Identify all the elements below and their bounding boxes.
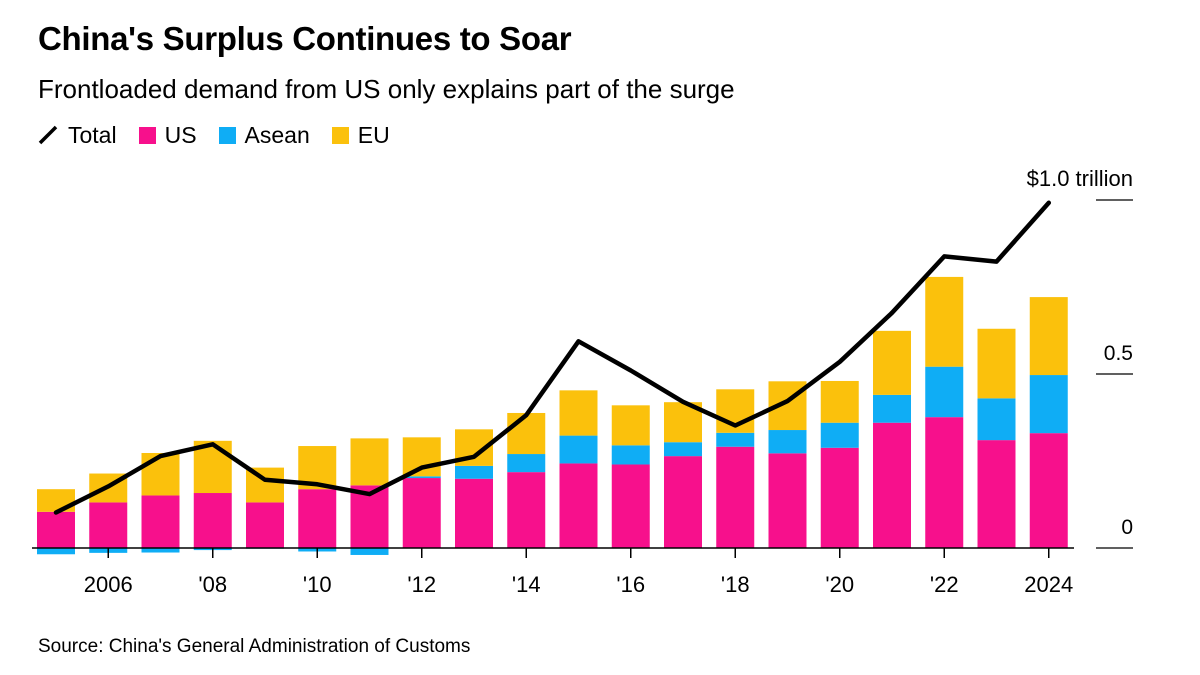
bar-us-2014: [507, 472, 546, 548]
bar-eu-2014: [507, 412, 546, 455]
legend-item-us: US: [138, 121, 197, 149]
bar-asean-2016: [611, 445, 650, 465]
x-tick-label-2012: '12: [407, 572, 436, 597]
bar-us-2024: [1029, 433, 1068, 548]
bar-us-2009: [246, 502, 284, 548]
bar-us-2018: [716, 446, 755, 548]
x-tick-label-2024: 2024: [1024, 572, 1073, 597]
bar-eu-2022: [925, 276, 964, 367]
bar-us-2013: [455, 478, 493, 548]
legend: Total US Asean EU: [38, 120, 412, 150]
bar-eu-2020: [820, 380, 859, 423]
bar-asean-2022: [925, 366, 964, 418]
bar-us-2023: [977, 440, 1016, 548]
legend-item-asean: Asean: [218, 121, 310, 149]
bar-us-2012: [402, 478, 441, 548]
y-tick-label-0: 0: [1121, 516, 1133, 539]
x-tick-label-2016: '16: [616, 572, 645, 597]
bar-us-2005: [37, 511, 75, 548]
legend-label-asean: Asean: [244, 121, 310, 148]
bar-eu-2015: [559, 390, 598, 436]
bar-asean-2007: [141, 548, 180, 553]
legend-item-total: Total: [38, 122, 117, 149]
total-line: [53, 200, 1052, 515]
bar-us-2021: [873, 422, 911, 548]
bar-asean-2011: [350, 548, 389, 555]
bar-eu-2008: [193, 440, 232, 494]
x-axis: 2006 '08 '10 '12 '14 '16 '18 '20 '22 2024: [32, 547, 1074, 597]
x-tick-label-2006: 2006: [84, 572, 133, 597]
bar-asean-2017: [664, 442, 702, 457]
y-tick-label-1: 0.5: [1104, 342, 1133, 365]
bar-eu-2024: [1029, 297, 1068, 376]
bar-us-2007: [141, 495, 180, 548]
x-tick-label-2018: '18: [721, 572, 750, 597]
bar-us-2010: [298, 489, 337, 548]
source-note: Source: China's General Administration o…: [38, 636, 471, 657]
bar-asean-2020: [820, 422, 859, 448]
bar-eu-2005: [37, 489, 75, 512]
eu-swatch-icon: [331, 126, 349, 144]
bar-eu-2007: [141, 452, 180, 496]
bars-group: [37, 276, 1068, 555]
legend-label-us: US: [164, 121, 197, 148]
bar-us-2008: [193, 493, 232, 548]
legend-label-total: Total: [68, 121, 117, 148]
x-tick-label-2020: '20: [825, 572, 854, 597]
bar-us-2019: [768, 453, 807, 548]
bar-asean-2015: [559, 435, 598, 464]
bar-asean-2005: [37, 548, 75, 555]
chart-title: China's Surplus Continues to Soar: [38, 20, 572, 57]
bar-asean-2024: [1029, 375, 1068, 434]
bar-eu-2012: [402, 437, 441, 477]
bar-us-2015: [559, 463, 598, 548]
bar-us-2006: [89, 502, 128, 548]
bar-asean-2018: [716, 432, 755, 447]
bar-us-2016: [611, 464, 650, 548]
bar-eu-2016: [611, 405, 650, 446]
y-axis: 0 0.5 $1.0 trillion: [1027, 166, 1133, 549]
bar-asean-2021: [873, 394, 911, 423]
bar-eu-2021: [873, 330, 911, 395]
legend-label-eu: EU: [357, 121, 390, 148]
bar-us-2017: [664, 456, 702, 548]
bar-asean-2019: [768, 430, 807, 454]
x-tick-label-2010: '10: [303, 572, 332, 597]
bar-asean-2013: [455, 465, 493, 479]
bar-asean-2012: [402, 476, 441, 479]
line-swatch-icon: [38, 125, 58, 145]
y-tick-label-2: $1.0 trillion: [1027, 166, 1133, 191]
x-tick-label-2022: '22: [930, 572, 959, 597]
bar-us-2020: [820, 447, 859, 548]
bar-eu-2023: [977, 328, 1016, 399]
bar-us-2022: [925, 417, 964, 548]
bar-eu-2011: [350, 438, 389, 486]
x-tick-label-2008: '08: [198, 572, 227, 597]
chart-subtitle: Frontloaded demand from US only explains…: [38, 74, 735, 104]
x-tick-label-2014: '14: [512, 572, 541, 597]
asean-swatch-icon: [218, 126, 236, 144]
us-swatch-icon: [138, 126, 156, 144]
bar-asean-2023: [977, 398, 1016, 441]
legend-item-eu: EU: [331, 121, 390, 149]
bar-asean-2014: [507, 454, 546, 473]
